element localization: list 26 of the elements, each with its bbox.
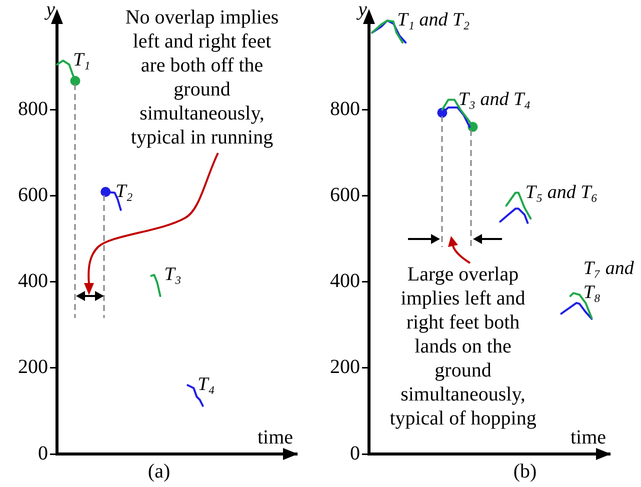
annotation: Large overlap implies left and right feet both lands on the ground simultaneously, typical of hopping — [390, 263, 536, 430]
series-label: T₅ and T₆ — [525, 182, 598, 203]
series-label: T₁ — [73, 50, 90, 71]
series-label: T₇ and T₈ — [583, 258, 634, 304]
y-tick-label: 600 — [18, 184, 48, 206]
series-label: T₃ and T₄ — [458, 88, 531, 110]
y-tick-label: 200 — [330, 356, 360, 378]
series-label: T₄ — [198, 374, 215, 396]
y-tick-label: 400 — [18, 270, 48, 292]
series-label: T₃ — [164, 264, 182, 285]
y-tick-label: 200 — [18, 356, 48, 378]
x-axis-title: time — [570, 426, 606, 448]
text: (a) — [148, 460, 170, 482]
y-tick-label: 0 — [38, 442, 48, 464]
y-tick-label: 400 — [330, 270, 360, 292]
y-axis-title: y — [356, 0, 368, 20]
annotation: No overlap implies left and right feet are both off the ground simultaneously, typical in running — [125, 6, 279, 148]
x-axis-title: time — [257, 426, 294, 448]
y-tick-label: 800 — [18, 98, 48, 120]
y-tick-label: 600 — [330, 184, 360, 206]
y-tick-label: 800 — [330, 98, 360, 120]
y-tick-label: 0 — [350, 442, 360, 464]
series-label: T₁ and T₂ — [397, 10, 470, 31]
text: (b) — [513, 460, 537, 482]
series-label: T₂ — [116, 180, 134, 202]
y-axis-title: y — [44, 0, 56, 20]
